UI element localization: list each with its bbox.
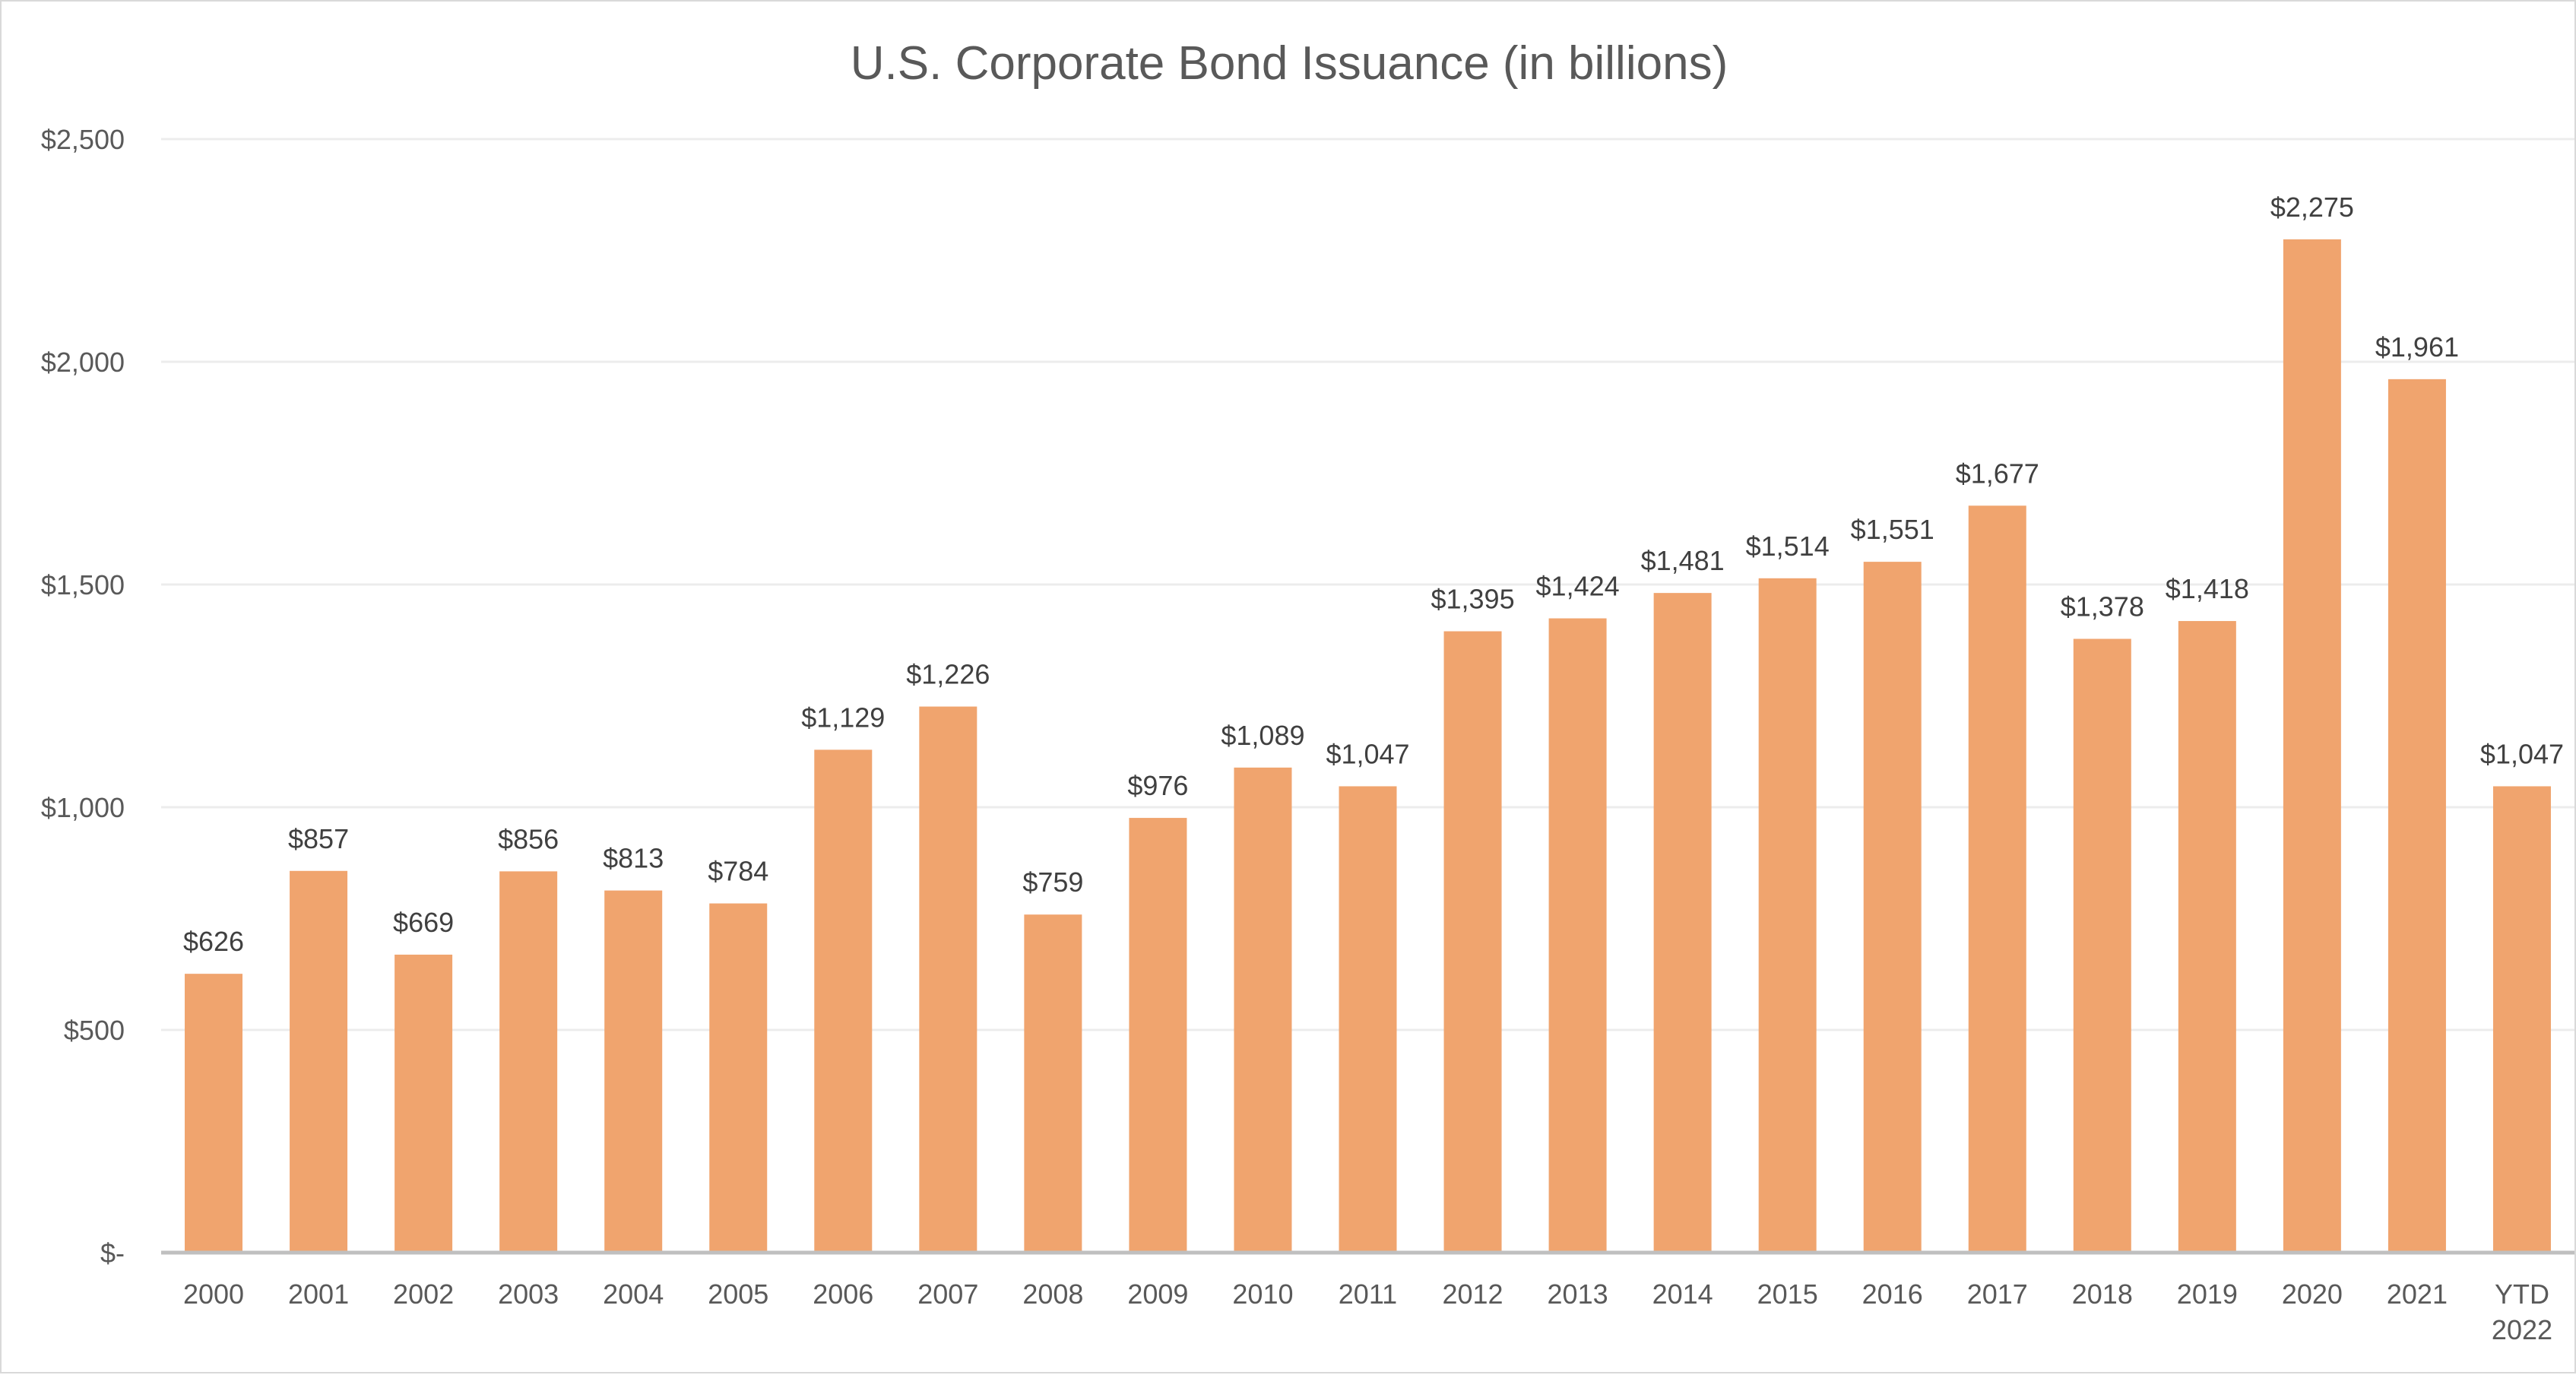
data-label: $1,481 [1641, 545, 1725, 576]
y-tick-label: $500 [64, 1015, 125, 1046]
y-tick-label: $2,000 [41, 347, 125, 378]
data-label: $1,047 [2480, 738, 2564, 769]
x-tick-label: 2001 [288, 1278, 349, 1310]
x-tick-label: 2021 [2387, 1278, 2448, 1310]
bar [1339, 786, 1397, 1253]
data-label: $813 [603, 843, 664, 874]
y-tick-label: $2,500 [41, 124, 125, 155]
bar [2492, 786, 2551, 1253]
data-label: $1,047 [1326, 738, 1409, 769]
x-tick-label: 2008 [1022, 1278, 1083, 1310]
x-tick-label: 2010 [1232, 1278, 1293, 1310]
x-tick-label: 2011 [1339, 1278, 1397, 1310]
bar [814, 749, 873, 1253]
x-tick-label: 2017 [1967, 1278, 2028, 1310]
x-tick-label: 2019 [2177, 1278, 2238, 1310]
bar [1443, 631, 1502, 1253]
bar [1234, 767, 1292, 1253]
x-tick-label: 2005 [708, 1278, 768, 1310]
x-tick-label: 2004 [603, 1278, 664, 1310]
x-tick-label: 2000 [183, 1278, 244, 1310]
x-tick-label: 2006 [813, 1278, 873, 1310]
bar [185, 974, 243, 1253]
bar [709, 903, 768, 1253]
x-tick-label: 2002 [393, 1278, 454, 1310]
y-axis-ticks: $- $500 $1,000 $1,500 $2,000 $2,500 [41, 124, 125, 1269]
x-tick-label: 2018 [2072, 1278, 2133, 1310]
bar [2178, 621, 2236, 1253]
bar [1548, 618, 1607, 1253]
y-tick-label: $1,500 [41, 569, 125, 600]
x-tick-label: 2012 [1442, 1278, 1503, 1310]
data-label: $1,378 [2061, 591, 2144, 622]
y-tick-label: $- [100, 1237, 125, 1269]
data-label: $1,226 [906, 659, 990, 690]
bar [1968, 505, 2026, 1253]
bar [290, 870, 348, 1253]
bar [394, 954, 453, 1253]
bar [2073, 638, 2131, 1253]
x-tick-label: 2015 [1757, 1278, 1818, 1310]
data-label: $1,514 [1746, 531, 1830, 562]
bar [919, 706, 977, 1253]
chart-title: U.S. Corporate Bond Issuance (in billion… [851, 37, 1728, 90]
data-label: $1,129 [801, 702, 885, 733]
data-label: $1,418 [2166, 573, 2249, 604]
data-label: $1,677 [1956, 458, 2039, 489]
data-label: $1,961 [2375, 331, 2459, 363]
bar [1863, 562, 1922, 1253]
bar [604, 890, 663, 1253]
gridlines [161, 138, 2574, 1031]
data-label: $626 [183, 926, 244, 957]
data-label: $1,089 [1221, 720, 1304, 751]
data-labels: $626 $857 $669 $856 $813 $784 $1,129 $1,226 $759… [183, 192, 2564, 957]
data-label: $1,424 [1536, 571, 1620, 602]
x-tick-label: 2014 [1652, 1278, 1713, 1310]
bars [185, 239, 2551, 1253]
data-label: $857 [288, 823, 349, 854]
bar [1129, 818, 1187, 1253]
data-label: $856 [498, 823, 559, 854]
bar [1653, 593, 1712, 1253]
data-label: $1,395 [1431, 584, 1514, 615]
x-tick-label: YTD [2495, 1278, 2549, 1310]
y-tick-label: $1,000 [41, 792, 125, 823]
data-label: $976 [1127, 770, 1188, 801]
x-tick-label: 2020 [2282, 1278, 2343, 1310]
bar [2387, 379, 2446, 1253]
data-label: $1,551 [1851, 514, 1934, 545]
data-label: $784 [708, 856, 768, 887]
bar [1758, 578, 1817, 1253]
x-tick-label: 2009 [1127, 1278, 1188, 1310]
bar [1024, 914, 1082, 1253]
x-tick-label: 2003 [498, 1278, 559, 1310]
bar [499, 871, 558, 1253]
data-label: $2,275 [2270, 192, 2354, 223]
x-tick-label: 2007 [917, 1278, 978, 1310]
data-label: $759 [1022, 867, 1083, 898]
bar [2283, 239, 2341, 1253]
x-tick-label: 2013 [1548, 1278, 1608, 1310]
x-tick-label: 2016 [1862, 1278, 1923, 1310]
x-axis-ticks: 2000 2001 2002 2003 2004 2005 2006 2007 2008 2009… [183, 1278, 2552, 1345]
x-tick-label: 2022 [2492, 1314, 2552, 1345]
data-label: $669 [393, 907, 454, 938]
